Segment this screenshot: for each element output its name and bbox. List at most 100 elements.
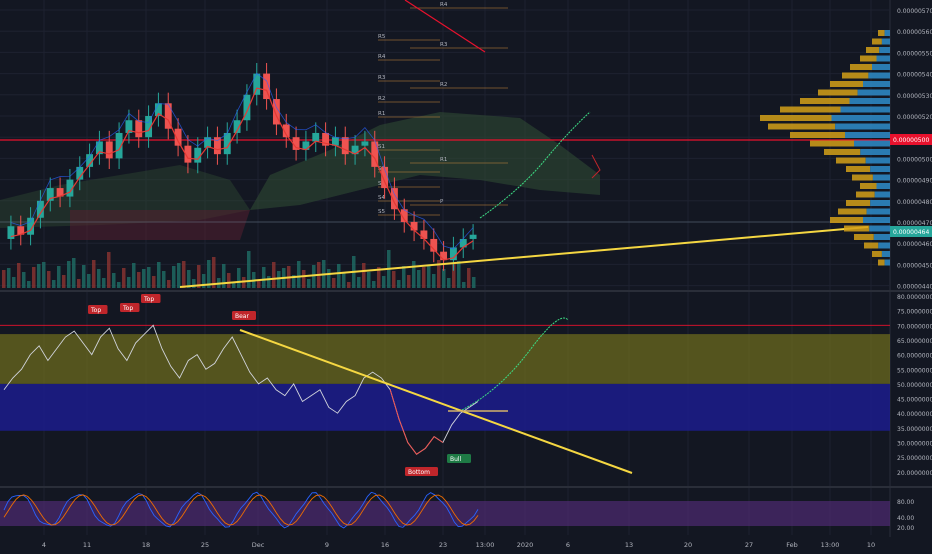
volume-profile-bar-buy [872, 64, 890, 70]
candle-body [7, 226, 15, 239]
volume-profile-bar-sell [872, 251, 882, 257]
volume-profile-bar-sell [780, 106, 841, 113]
candle-body [469, 234, 477, 239]
candle-body [27, 217, 35, 235]
candle-body [440, 251, 448, 261]
ichimoku-cloud [250, 112, 600, 210]
volume-bar [142, 269, 146, 288]
support-trendline [179, 226, 869, 288]
volume-profile-bar-sell [866, 47, 880, 53]
volume-profile-bar-buy [868, 72, 890, 79]
volume-bar [202, 274, 206, 288]
volume-bar [107, 252, 111, 288]
volume-bar [52, 280, 56, 288]
x-tick-label: Feb [786, 541, 798, 549]
pivot-label: R4 [440, 2, 448, 8]
last-price-tag-bg [890, 226, 932, 237]
last-price-tag: 0.00000464 [893, 229, 929, 236]
volume-bar [82, 265, 86, 288]
volume-profile-bar-buy [872, 174, 890, 181]
x-tick-label: 10 [867, 541, 875, 549]
volume-bar [167, 280, 171, 288]
price-tick-label: 0.00000480 [897, 199, 932, 206]
x-tick-label: 13:00 [476, 541, 495, 549]
volume-bar [437, 260, 441, 288]
volume-profile-bar-sell [852, 174, 873, 181]
volume-bar [157, 262, 161, 288]
candle-body [253, 73, 261, 95]
volume-profile-bar-buy [860, 149, 890, 155]
volume-bar [7, 268, 11, 288]
rsi-annotation-bg [405, 467, 438, 476]
volume-bar [42, 262, 46, 288]
volume-bar [402, 266, 406, 288]
price-tick-label: 0.00000540 [897, 72, 932, 79]
volume-bar [162, 271, 166, 288]
rsi-trendline [239, 329, 633, 474]
rsi-tick-label: 35.00000000 [897, 426, 932, 433]
volume-bar [337, 264, 341, 288]
candle-body [400, 209, 408, 222]
candle-body [420, 230, 428, 239]
candle-body [66, 179, 74, 197]
stoch-band [0, 501, 890, 526]
price-tick-label: 0.00000470 [897, 220, 932, 227]
price-tick-label: 0.00000440 [897, 284, 932, 291]
volume-bar [372, 281, 376, 288]
candle-body [86, 154, 94, 167]
volume-bar [227, 273, 231, 288]
volume-bar [197, 265, 201, 288]
rsi-tick-label: 60.00000000 [897, 353, 932, 360]
volume-bar [37, 264, 41, 288]
rsi-tick-label: 80.00000000 [897, 294, 932, 301]
volume-bar [467, 268, 471, 288]
volume-profile-bar-buy [865, 157, 890, 164]
volume-bar [342, 273, 346, 288]
x-tick-label: 27 [745, 541, 753, 549]
volume-bar [147, 267, 151, 288]
volume-bar [422, 267, 426, 288]
candle-body [115, 132, 123, 159]
x-tick-label: 4 [42, 541, 46, 549]
volume-profile-bar-buy [849, 98, 890, 104]
volume-bar [447, 278, 451, 288]
candle-body [105, 141, 113, 159]
x-tick-label: 20 [684, 541, 692, 549]
volume-bar [367, 272, 371, 288]
volume-profile-bar-sell [854, 234, 874, 240]
volume-profile-bar-buy [874, 191, 890, 198]
volume-profile-bar-sell [790, 132, 845, 138]
price-tick-label: 0.00000560 [897, 29, 932, 36]
pivot-label: R4 [378, 54, 386, 60]
candle-body [282, 124, 290, 138]
volume-profile-bar-sell [818, 89, 858, 96]
volume-bar [232, 282, 236, 288]
volume-profile-bar-buy [884, 30, 890, 36]
pivot-label: S4 [378, 195, 385, 201]
current-price-tag-bg [890, 134, 932, 145]
price-tick-label: 0.00000490 [897, 178, 932, 185]
volume-bar [442, 269, 446, 288]
volume-profile-bar-sell [842, 72, 869, 79]
volume-profile-bar-sell [872, 38, 882, 45]
pivot-label: R1 [440, 157, 447, 163]
candle-body [341, 137, 349, 155]
volume-bar [462, 282, 466, 288]
volume-profile-bar-buy [870, 166, 890, 172]
volume-profile-bar-sell [846, 166, 871, 172]
rsi-upper-band [0, 334, 890, 384]
volume-profile-bar-sell [824, 149, 861, 155]
red-descending-line [404, 0, 486, 53]
stoch-tick-label: 40.00 [897, 515, 914, 522]
volume-profile-bar-buy [876, 183, 890, 189]
volume-bar [132, 263, 136, 288]
volume-profile-bar-sell [830, 217, 863, 223]
rsi-projection [461, 317, 569, 411]
candle-body [95, 141, 103, 155]
volume-bar [432, 274, 436, 288]
price-tick-label: 0.00000550 [897, 50, 932, 57]
volume-bar [457, 261, 461, 288]
candle-body [56, 188, 64, 197]
volume-profile-bar-sell [836, 157, 866, 164]
